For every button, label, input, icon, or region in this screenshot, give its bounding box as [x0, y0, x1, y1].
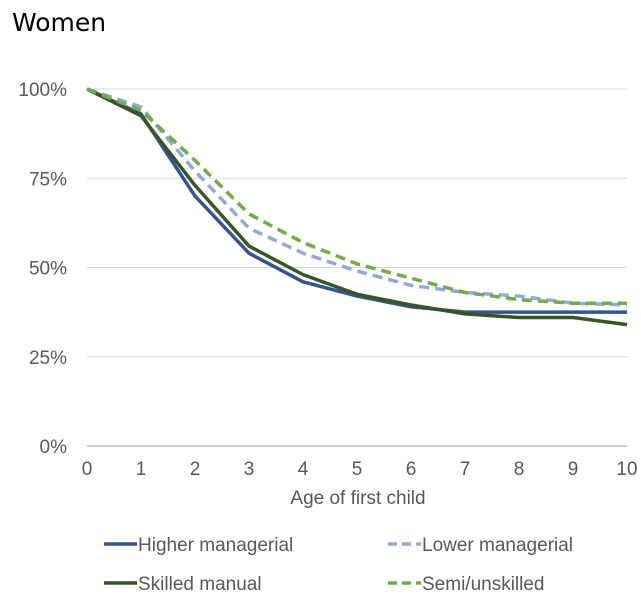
x-tick-label: 5: [352, 459, 363, 480]
series-line-skilled-manual: [86, 87, 628, 327]
series-line-lower-managerial: [86, 87, 628, 307]
legend-item: Lower managerial: [388, 535, 573, 556]
legend-item: Higher managerial: [104, 535, 293, 556]
x-tick-label: 0: [82, 459, 93, 480]
legend-item: Semi/unskilled: [388, 574, 545, 595]
x-tick-label: 7: [460, 459, 471, 480]
legend-label: Lower managerial: [422, 535, 573, 556]
x-tick-label: 8: [514, 459, 525, 480]
y-tick-label: 0%: [40, 437, 68, 458]
x-tick-label: 4: [298, 459, 309, 480]
series-lines: [86, 87, 628, 327]
legend-item: Skilled manual: [104, 574, 262, 595]
legend-label: Higher managerial: [138, 535, 293, 556]
x-tick-label: 3: [244, 459, 255, 480]
x-tick-label: 9: [568, 459, 579, 480]
legend-label: Semi/unskilled: [422, 574, 545, 595]
chart-title: Women: [12, 8, 107, 37]
y-tick-label: 25%: [29, 348, 67, 369]
x-tick-label: 2: [190, 459, 201, 480]
x-tick-label: 6: [406, 459, 417, 480]
x-tick-label: 1: [136, 459, 147, 480]
gridlines: [87, 88, 627, 358]
series-line-higher-managerial: [86, 87, 627, 314]
y-tick-label: 100%: [18, 80, 67, 101]
series-line-semi-unskilled: [86, 87, 627, 305]
y-tick-label: 75%: [29, 169, 67, 190]
y-tick-labels: 0% 25% 50% 75% 100%: [18, 80, 67, 458]
x-axis-label: Age of first child: [290, 488, 425, 509]
x-tick-labels: 0 1 2 3 4 5 6 7 8 9 10: [82, 459, 638, 480]
legend-label: Skilled manual: [138, 574, 262, 595]
x-tick-label: 10: [616, 459, 637, 480]
legend: Higher managerial Lower managerial Skilled…: [104, 535, 573, 595]
y-tick-label: 50%: [29, 259, 67, 280]
